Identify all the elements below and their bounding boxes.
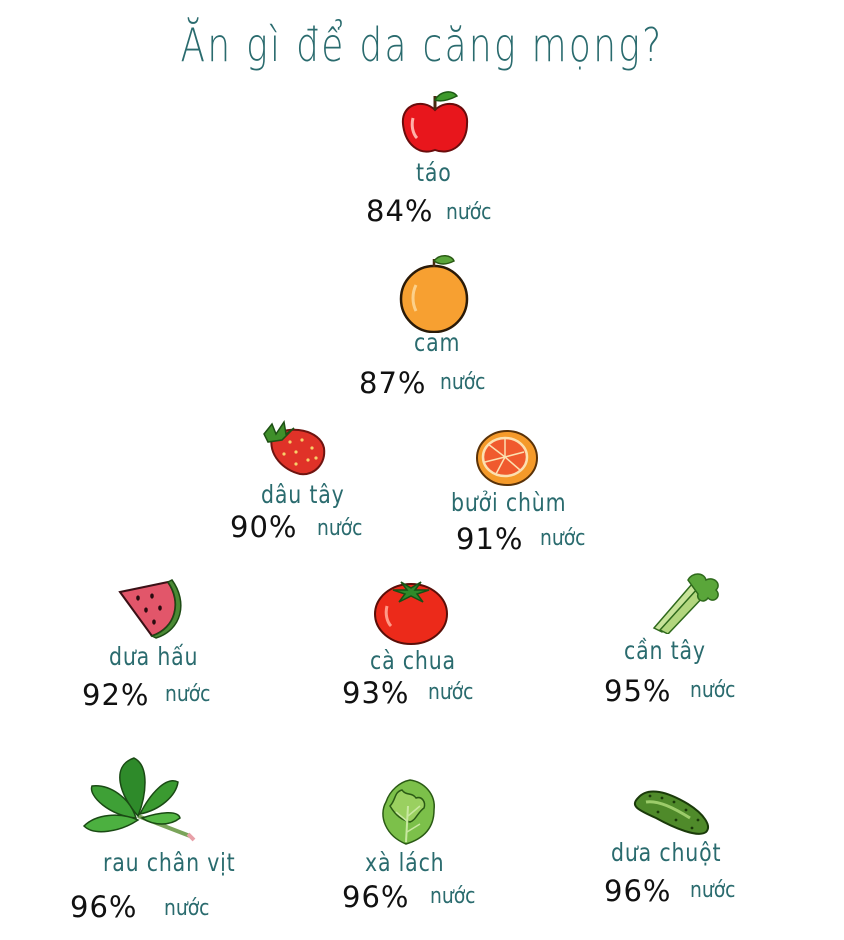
spinach-icon [82, 757, 196, 842]
watermelon-icon [118, 579, 182, 639]
lettuce-icon [382, 779, 435, 845]
celery-icon [652, 573, 719, 634]
cucumber-icon [633, 790, 709, 835]
water-label: nước [430, 884, 476, 909]
water-percent: 93% [342, 676, 410, 710]
strawberry-icon [263, 420, 326, 476]
food-name: bưởi chùm [451, 488, 567, 517]
food-name: táo [416, 158, 452, 187]
water-label: nước [446, 200, 492, 225]
water-percent: 92% [82, 678, 150, 712]
water-percent: 87% [359, 366, 427, 400]
water-label: nước [164, 896, 210, 921]
water-percent: 96% [70, 890, 138, 924]
water-percent: 91% [456, 522, 524, 556]
food-name: xà lách [365, 848, 445, 877]
food-name: dưa chuột [611, 838, 722, 867]
grapefruit-icon [476, 430, 538, 486]
water-label: nước [428, 680, 474, 705]
food-name: cam [414, 328, 461, 357]
water-percent: 90% [230, 510, 298, 544]
tomato-icon [374, 581, 448, 645]
water-label: nước [317, 516, 363, 541]
food-name: dưa hấu [109, 642, 199, 671]
water-label: nước [440, 370, 486, 395]
food-name: cà chua [370, 646, 456, 675]
water-label: nước [540, 526, 586, 551]
water-percent: 96% [342, 880, 410, 914]
water-percent: 96% [604, 874, 672, 908]
water-label: nước [690, 678, 736, 703]
orange-icon [399, 255, 469, 333]
water-label: nước [690, 878, 736, 903]
food-name: dâu tây [261, 480, 345, 509]
apple-icon [401, 91, 469, 153]
food-name: rau chân vịt [103, 848, 236, 877]
food-name: cần tây [624, 636, 706, 665]
water-percent: 95% [604, 674, 672, 708]
water-percent: 84% [366, 194, 434, 228]
page-title: Ăn gì để da căng mọng? [180, 18, 664, 72]
water-label: nước [165, 682, 211, 707]
